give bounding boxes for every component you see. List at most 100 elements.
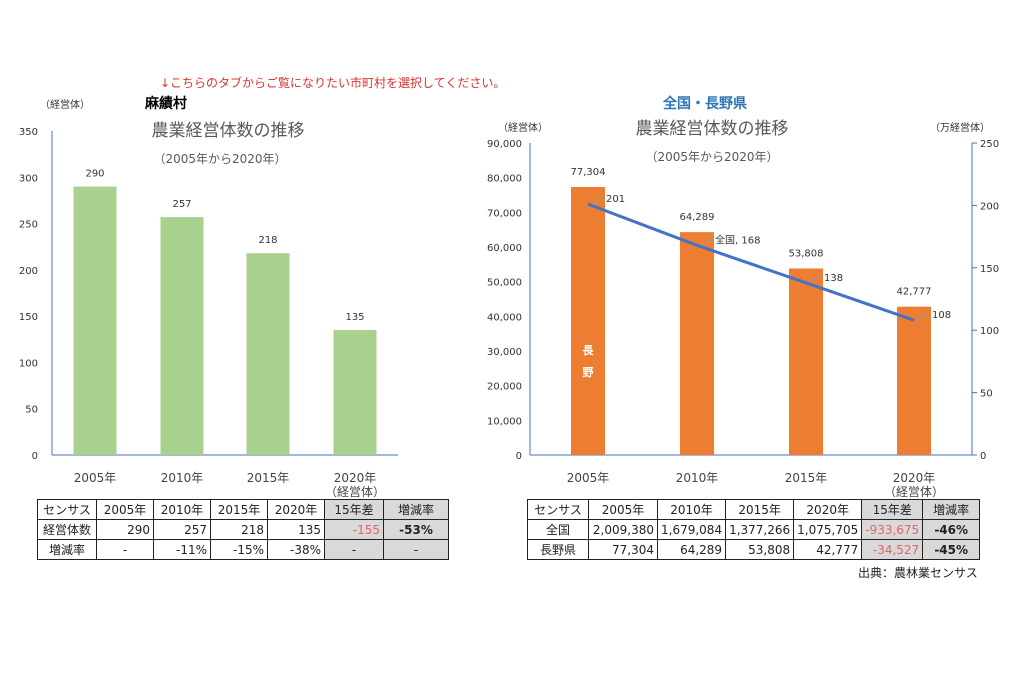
table-cell: - (383, 539, 449, 560)
y-tick-label: 150 (19, 312, 38, 323)
line-data-label: 201 (606, 194, 625, 205)
data-label: 290 (85, 169, 104, 180)
table-cell: 218 (210, 519, 268, 540)
y2-axis-label: （万経営体） (930, 121, 990, 134)
table-header-row: センサス 2005年 2010年 2015年 2020年 15年差 増減率 (37, 499, 449, 520)
right-data-table: センサス 2005年 2010年 2015年 2020年 15年差 増減率 全国… (527, 499, 981, 560)
y-tick-label: 250 (19, 220, 38, 231)
table-cell: 2020年 (793, 499, 863, 520)
leader-line (591, 197, 605, 205)
table-cell: 15年差 (861, 499, 924, 520)
table-cell: 257 (153, 519, 211, 540)
line-data-label: 108 (932, 310, 951, 321)
table-cell: 2010年 (153, 499, 211, 520)
y-axis-label: （経営体） (498, 121, 548, 134)
y-tick-label: 350 (19, 127, 38, 138)
left-data-table: センサス 2005年 2010年 2015年 2020年 15年差 増減率 経営… (37, 499, 449, 560)
data-label: 64,289 (680, 212, 715, 223)
y-tick-label: 70,000 (487, 208, 522, 219)
table-cell: -933,675 (861, 519, 924, 540)
bar (160, 217, 204, 455)
table-cell: 全国 (527, 519, 589, 540)
table-cell: センサス (527, 499, 589, 520)
leader-line (917, 313, 931, 321)
y2-tick-label: 0 (980, 451, 986, 462)
table-row: 長野県 77,304 64,289 53,808 42,777 -34,527 … (527, 539, 981, 560)
table-cell: 77,304 (588, 539, 658, 560)
x-tick-label: 2015年 (785, 471, 828, 485)
bar (789, 268, 823, 455)
table-cell: 経営体数 (37, 519, 97, 540)
table-cell: 2015年 (725, 499, 795, 520)
x-tick-label: 2005年 (74, 471, 117, 485)
y-tick-label: 0 (32, 451, 38, 462)
y-tick-label: 30,000 (487, 347, 522, 358)
table-cell: -155 (324, 519, 384, 540)
table-cell: 2020年 (267, 499, 325, 520)
table-cell: - (96, 539, 154, 560)
y-tick-label: 60,000 (487, 243, 522, 254)
y-tick-label: 20,000 (487, 382, 522, 393)
y-tick-label: 100 (19, 358, 38, 369)
x-tick-label: 2010年 (676, 471, 719, 485)
chart-title: 農業経営体数の推移 (636, 119, 789, 139)
table-cell: 290 (96, 519, 154, 540)
line-data-label: 138 (824, 273, 843, 284)
x-axis-unit: （経営体） (884, 485, 944, 499)
table-cell: 15年差 (324, 499, 384, 520)
y-tick-label: 50,000 (487, 278, 522, 289)
y-tick-label: 90,000 (487, 139, 522, 150)
bar (246, 253, 290, 455)
y-tick-label: 200 (19, 266, 38, 277)
region-title: 麻績村 (144, 95, 187, 112)
data-label: 77,304 (571, 167, 606, 178)
table-cell: -34,527 (861, 539, 924, 560)
table-cell: 135 (267, 519, 325, 540)
table-cell: 増減率 (383, 499, 449, 520)
table-cell: 2005年 (588, 499, 658, 520)
y2-tick-label: 50 (980, 389, 993, 400)
y-tick-label: 40,000 (487, 312, 522, 323)
leader-line (700, 238, 714, 246)
y2-tick-label: 100 (980, 326, 999, 337)
chart-title: 農業経営体数の推移 (152, 121, 305, 141)
data-label: 218 (258, 235, 277, 246)
bar-inner-label: 長 (583, 344, 595, 357)
table-cell: 2015年 (210, 499, 268, 520)
table-cell: センサス (37, 499, 97, 520)
source-note: 出典：農林業センサス (858, 566, 978, 580)
y-tick-label: 300 (19, 173, 38, 184)
table-cell: -38% (267, 539, 325, 560)
bar (333, 330, 377, 455)
table-cell: -15% (210, 539, 268, 560)
leader-line (809, 276, 823, 284)
data-label: 257 (172, 199, 191, 210)
table-row: 全国 2,009,380 1,679,084 1,377,266 1,075,7… (527, 519, 981, 540)
x-tick-label: 2010年 (161, 471, 204, 485)
table-header-row: センサス 2005年 2010年 2015年 2020年 15年差 増減率 (527, 499, 981, 520)
data-label: 53,808 (789, 248, 824, 259)
line-series-全国 (587, 202, 915, 322)
x-axis-unit: （経営体） (325, 485, 385, 499)
table-cell: 1,679,084 (656, 519, 727, 540)
bar-inner-label: 野 (583, 366, 594, 379)
y-axis-label: （経営体） (40, 98, 90, 111)
line-data-label: 全国, 168 (715, 233, 760, 246)
chart-subtitle: （2005年から2020年） (645, 150, 778, 164)
table-cell: 42,777 (793, 539, 863, 560)
table-cell: 2,009,380 (588, 519, 658, 540)
data-label: 135 (345, 312, 364, 323)
bar (73, 186, 117, 456)
x-tick-label: 2020年 (334, 471, 377, 485)
bar (680, 232, 714, 455)
table-cell: 64,289 (656, 539, 727, 560)
table-cell: 増減率 (37, 539, 97, 560)
table-row: 経営体数 290 257 218 135 -155 -53% (37, 519, 449, 540)
table-cell: 2010年 (656, 499, 727, 520)
data-label: 42,777 (897, 287, 932, 298)
chart-subtitle: （2005年から2020年） (153, 152, 286, 166)
y2-tick-label: 250 (980, 139, 999, 150)
x-tick-label: 2005年 (567, 471, 610, 485)
